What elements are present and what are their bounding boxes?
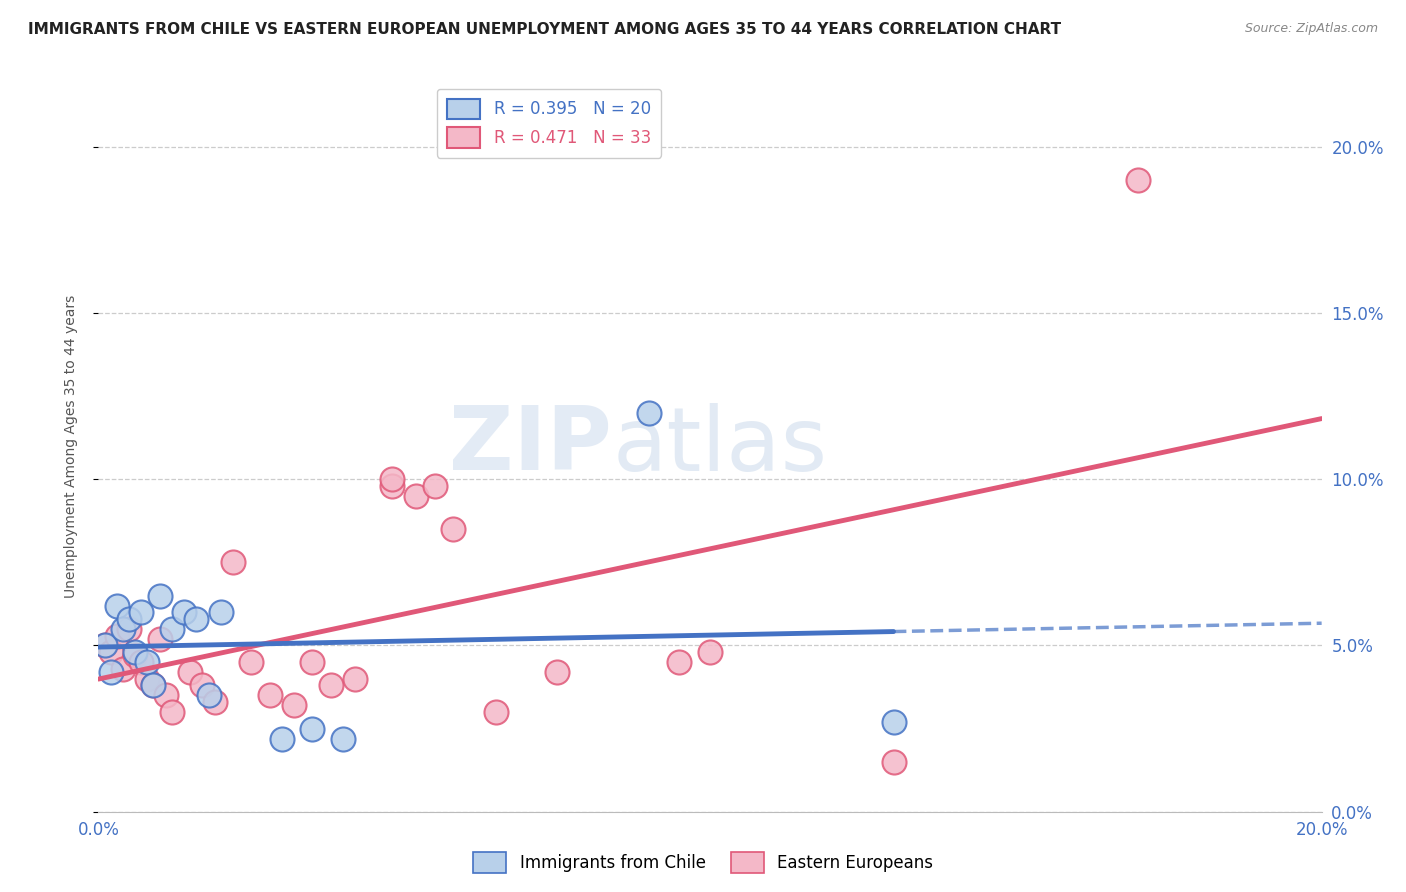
Point (155, 689, 177, 703)
Point (344, 672, 367, 686)
Point (883, 714, 905, 729)
Point (332, 731, 354, 746)
Point (209, 605, 232, 619)
Point (204, 695, 226, 709)
Point (405, 489, 427, 503)
Point (160, 622, 183, 636)
Point (191, 678, 214, 692)
Point (129, 605, 152, 619)
Point (149, 589, 172, 603)
Point (149, 632, 172, 646)
Point (105, 628, 128, 642)
Point (136, 655, 159, 669)
Point (129, 655, 152, 669)
Legend: Immigrants from Chile, Eastern Europeans: Immigrants from Chile, Eastern Europeans (467, 846, 939, 880)
Text: Source: ZipAtlas.com: Source: ZipAtlas.com (1244, 22, 1378, 36)
Point (118, 622, 141, 636)
Point (100, 645, 122, 659)
Point (883, 755, 905, 769)
Point (136, 672, 159, 686)
Point (124, 648, 146, 663)
Point (93, 639, 115, 653)
Point (142, 678, 165, 692)
Point (270, 731, 292, 746)
Point (100, 665, 122, 679)
Point (186, 612, 208, 626)
Point (118, 612, 141, 626)
Point (319, 678, 342, 692)
Point (381, 472, 404, 486)
Point (179, 665, 201, 679)
Point (240, 655, 263, 669)
Point (259, 689, 281, 703)
Point (546, 665, 568, 679)
Point (699, 645, 721, 659)
Text: IMMIGRANTS FROM CHILE VS EASTERN EUROPEAN UNEMPLOYMENT AMONG AGES 35 TO 44 YEARS: IMMIGRANTS FROM CHILE VS EASTERN EUROPEA… (28, 22, 1062, 37)
Y-axis label: Unemployment Among Ages 35 to 44 years: Unemployment Among Ages 35 to 44 years (63, 294, 77, 598)
Point (105, 599, 128, 613)
Point (301, 655, 323, 669)
Point (283, 698, 305, 713)
Point (93, 639, 115, 653)
Point (197, 689, 219, 703)
Point (160, 705, 183, 719)
Point (668, 655, 690, 669)
Point (637, 406, 661, 420)
Point (111, 662, 134, 676)
Point (222, 555, 245, 569)
Point (1128, 173, 1150, 187)
Point (423, 479, 446, 493)
Point (485, 705, 508, 719)
Point (142, 678, 165, 692)
Text: ZIP: ZIP (450, 402, 612, 490)
Point (441, 522, 464, 536)
Point (124, 645, 146, 659)
Legend: R = 0.395   N = 20, R = 0.471   N = 33: R = 0.395 N = 20, R = 0.471 N = 33 (437, 88, 661, 158)
Point (381, 479, 404, 493)
Text: atlas: atlas (612, 402, 827, 490)
Point (111, 622, 134, 636)
Point (173, 605, 195, 619)
Point (301, 722, 323, 736)
